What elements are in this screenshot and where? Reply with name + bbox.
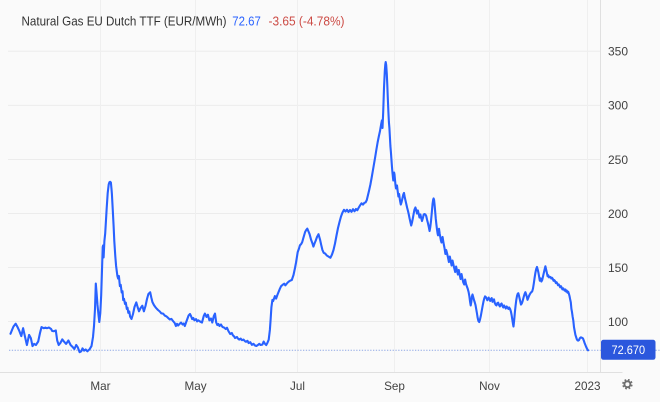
- svg-text:72.67: 72.67: [232, 14, 260, 29]
- svg-text:Jul: Jul: [290, 380, 305, 393]
- svg-text:72.670: 72.670: [612, 343, 646, 357]
- svg-text:300: 300: [608, 99, 628, 113]
- svg-text:2023: 2023: [574, 380, 600, 393]
- svg-text:200: 200: [608, 207, 628, 221]
- svg-text:Nov: Nov: [479, 380, 500, 393]
- svg-text:May: May: [184, 380, 206, 393]
- svg-text:Sep: Sep: [384, 380, 405, 393]
- svg-text:Mar: Mar: [90, 380, 110, 393]
- svg-text:250: 250: [608, 153, 628, 167]
- svg-text:350: 350: [608, 45, 628, 59]
- svg-text:100: 100: [608, 315, 628, 329]
- svg-text:Natural Gas EU Dutch TTF (EUR/: Natural Gas EU Dutch TTF (EUR/MWh): [22, 14, 227, 29]
- svg-text:-3.65 (-4.78%): -3.65 (-4.78%): [269, 14, 345, 29]
- svg-text:150: 150: [608, 261, 628, 275]
